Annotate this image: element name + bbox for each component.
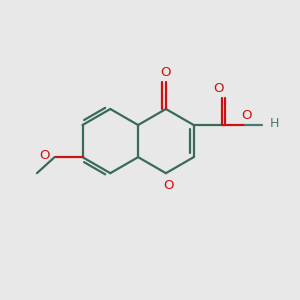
Text: O: O (161, 66, 171, 79)
Text: O: O (163, 179, 173, 192)
Text: H: H (270, 117, 280, 130)
Text: O: O (213, 82, 223, 95)
Text: O: O (241, 109, 251, 122)
Text: O: O (39, 149, 50, 162)
